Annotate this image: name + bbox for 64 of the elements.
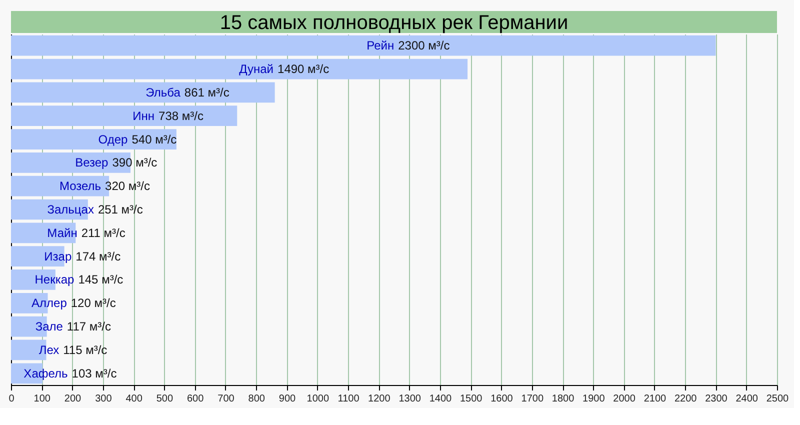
data-label: 115 м³/с xyxy=(63,342,108,357)
bar xyxy=(11,82,275,103)
y-tick-label: Лех xyxy=(38,342,60,357)
y-tick-label: Везер xyxy=(75,156,109,170)
data-label: 174 м³/с xyxy=(76,249,121,264)
x-tick-label: 2300 xyxy=(705,394,728,404)
x-tick-label: 400 xyxy=(126,394,143,404)
y-tick-label: Хафель xyxy=(24,366,68,380)
y-tick-label: Инн xyxy=(132,108,155,123)
x-tick-label: 1900 xyxy=(582,394,606,404)
y-tick-label: Изар xyxy=(44,249,72,264)
data-label: 320 м³/с xyxy=(105,179,150,194)
y-tick-label: Зальцах xyxy=(47,202,94,216)
x-tick-label: 1300 xyxy=(398,394,422,404)
y-tick-label: Зале xyxy=(35,320,64,334)
data-label: 540 м³/с xyxy=(132,132,177,146)
chart-title: 15 самых полноводных рек Германии xyxy=(220,12,568,34)
x-tick-label: 1100 xyxy=(338,394,360,404)
x-tick-label: 1600 xyxy=(490,394,514,404)
x-tick-label: 2400 xyxy=(736,394,758,404)
data-label: 2300 м³/с xyxy=(398,38,450,53)
x-tick-label: 600 xyxy=(186,394,204,404)
y-tick-label: Дунай xyxy=(239,62,274,76)
x-tick-label: 700 xyxy=(218,394,235,404)
bar xyxy=(11,129,176,150)
bar xyxy=(11,35,716,56)
y-tick-label: Эльба xyxy=(146,85,181,100)
data-label: 117 м³/с xyxy=(66,320,111,334)
x-tick-label: 2500 xyxy=(766,394,790,404)
y-tick-label: Одер xyxy=(98,132,128,146)
x-tick-label: 900 xyxy=(278,394,296,404)
x-tick-label: 1400 xyxy=(429,394,452,404)
x-tick-label: 1500 xyxy=(460,394,483,404)
data-label: 103 м³/с xyxy=(72,366,117,380)
y-tick-label: Майн xyxy=(47,226,78,240)
x-tick-label: 800 xyxy=(248,394,266,404)
data-label: 861 м³/с xyxy=(184,85,230,100)
bar xyxy=(11,222,76,244)
bar xyxy=(11,152,130,173)
x-tick-label: 2000 xyxy=(613,394,636,404)
x-tick-label: 0 xyxy=(8,394,15,404)
data-label: 390 м³/с xyxy=(112,156,158,170)
y-tick-label: Неккар xyxy=(34,272,75,287)
data-label: 1490 м³/с xyxy=(278,62,330,76)
x-tick-label: 1200 xyxy=(368,394,391,404)
data-label: 251 м³/с xyxy=(98,202,143,216)
bar xyxy=(11,58,468,80)
x-tick-label: 300 xyxy=(95,394,112,404)
bar xyxy=(11,106,238,126)
y-tick-label: Мозель xyxy=(59,179,102,194)
x-tick-label: 100 xyxy=(34,394,51,404)
x-tick-label: 500 xyxy=(156,394,174,404)
data-label: 120 м³/с xyxy=(70,296,116,310)
x-tick-label: 1700 xyxy=(521,394,544,404)
x-tick-label: 2100 xyxy=(644,394,666,404)
data-label: 738 м³/с xyxy=(158,108,204,123)
x-tick-label: 2200 xyxy=(674,394,698,404)
data-label: 211 м³/с xyxy=(81,226,126,240)
x-tick-label: 1800 xyxy=(552,394,575,404)
x-tick-label: 1000 xyxy=(306,394,330,404)
x-tick-label: 200 xyxy=(64,394,82,404)
data-label: 145 м³/с xyxy=(78,272,124,287)
y-tick-label: Рейн xyxy=(366,38,394,53)
y-tick-label: Аллер xyxy=(32,296,68,310)
